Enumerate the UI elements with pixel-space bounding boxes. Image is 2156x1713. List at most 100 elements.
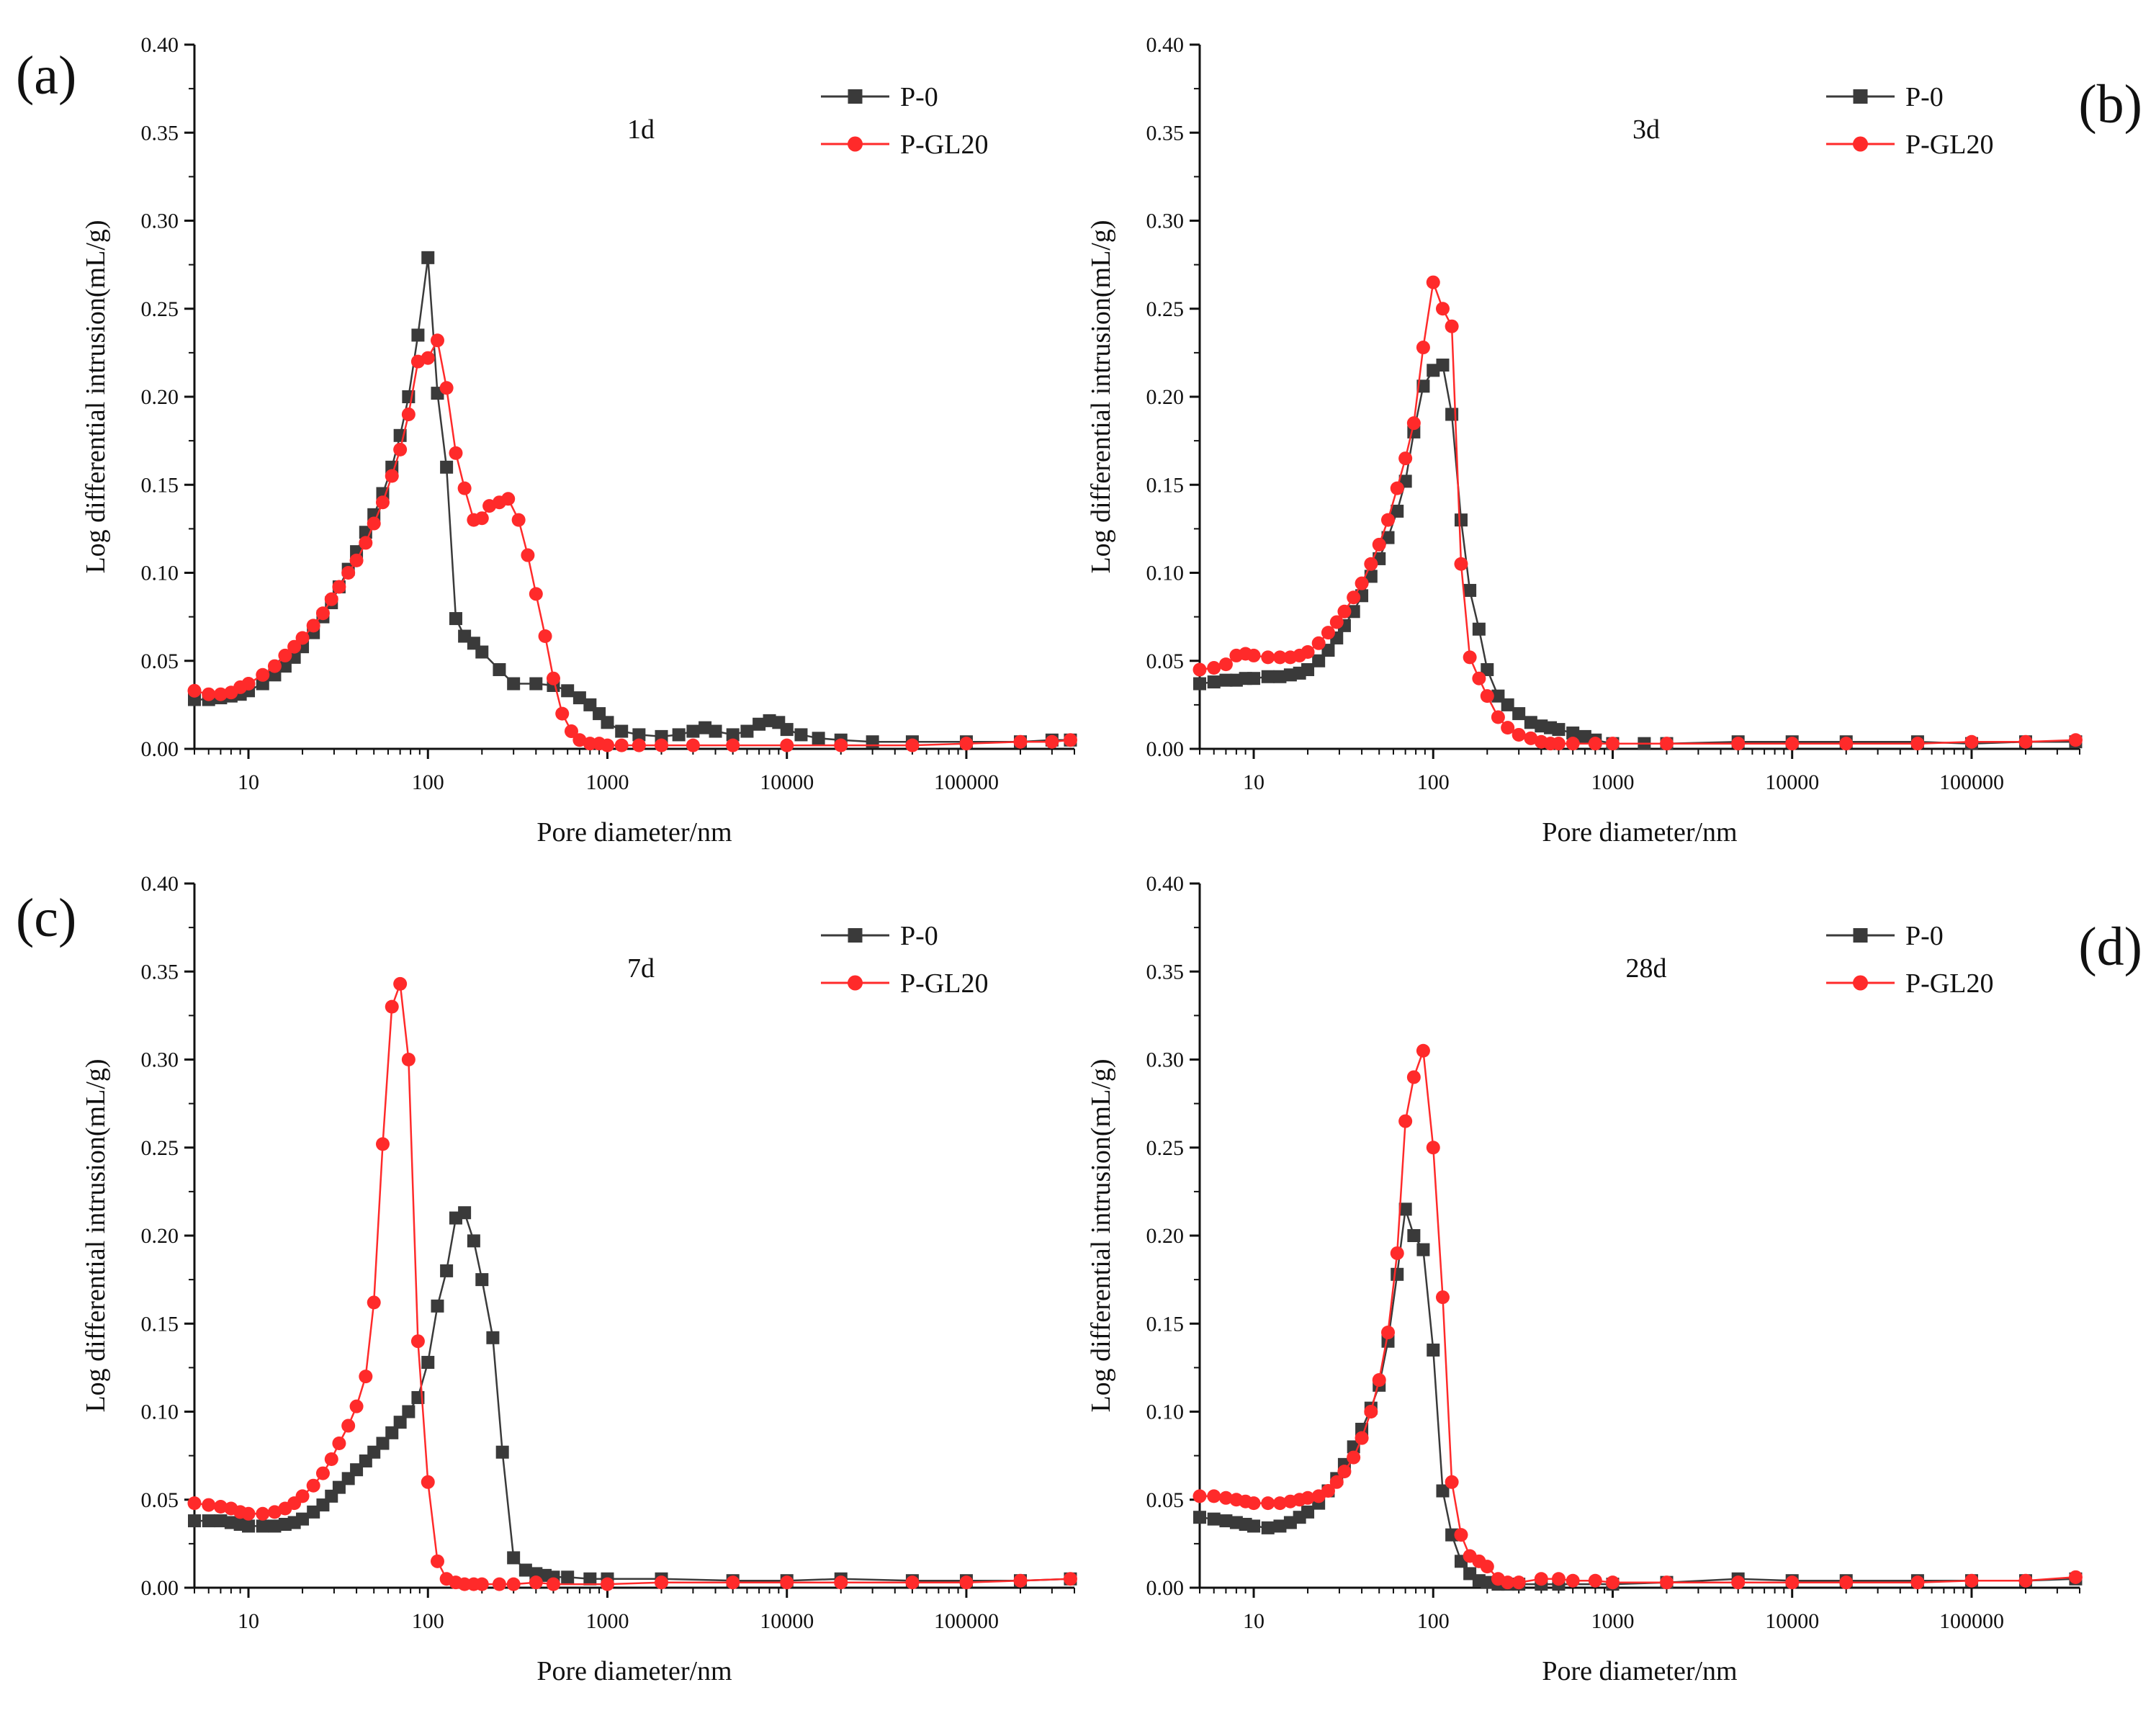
data-point	[1063, 733, 1077, 747]
y-tick-label: 0.20	[141, 385, 179, 409]
data-point	[518, 1563, 532, 1577]
data-point	[1207, 675, 1221, 689]
data-point	[1910, 1575, 1925, 1590]
data-point	[393, 976, 408, 991]
data-point	[1273, 670, 1287, 683]
x-tick-label: 100000	[934, 1609, 999, 1633]
data-point	[1910, 737, 1925, 751]
x-tick-label: 100000	[1939, 770, 2004, 794]
data-point	[1218, 1491, 1233, 1505]
y-tick-label: 0.40	[141, 872, 179, 896]
data-point	[332, 580, 346, 594]
data-point	[1731, 1575, 1746, 1590]
y-tick-label: 0.00	[1146, 1576, 1185, 1600]
data-point	[1481, 1575, 1494, 1589]
data-point	[430, 1554, 444, 1568]
y-tick-label: 0.20	[141, 1224, 179, 1248]
legend-entry-p0: P-0	[821, 921, 938, 951]
data-point	[600, 738, 614, 752]
data-point	[1321, 1484, 1335, 1498]
data-point	[367, 516, 381, 531]
data-point	[561, 684, 575, 698]
data-point	[780, 1575, 794, 1590]
y-tick-label: 0.00	[1146, 737, 1185, 761]
data-point	[187, 683, 202, 698]
data-point	[1247, 672, 1261, 685]
legend-entry-pgl20: P-GL20	[821, 968, 988, 999]
data-point	[1445, 1475, 1459, 1489]
data-point	[1261, 650, 1275, 665]
y-tick-label: 0.40	[141, 33, 179, 57]
data-point	[341, 1418, 356, 1433]
data-point	[709, 724, 722, 738]
data-point	[188, 1514, 201, 1528]
data-point	[1192, 1489, 1207, 1503]
y-tick-label: 0.10	[141, 1400, 179, 1424]
data-point	[1063, 1572, 1077, 1586]
series-line	[194, 1211, 1071, 1582]
y-tick-label: 0.40	[1146, 33, 1185, 57]
data-point	[561, 1570, 575, 1584]
data-point	[495, 1445, 509, 1459]
data-point	[1566, 737, 1580, 751]
data-point	[278, 648, 292, 662]
data-point	[726, 728, 740, 742]
y-tick-label: 0.35	[141, 121, 179, 145]
data-point	[410, 1334, 425, 1349]
data-point	[1372, 1372, 1386, 1387]
series-line	[1199, 1208, 2076, 1586]
data-point	[1193, 677, 1206, 691]
legend-label: P-GL20	[900, 968, 988, 999]
data-point	[1247, 1496, 1261, 1511]
data-point	[529, 1575, 543, 1590]
data-point	[1355, 1431, 1369, 1445]
data-point	[1524, 716, 1537, 729]
series-pgl20	[1192, 1043, 2083, 1590]
x-tick-label: 1000	[1591, 770, 1634, 794]
data-point	[1355, 576, 1369, 590]
data-point	[315, 606, 330, 621]
data-point	[393, 1416, 407, 1429]
data-point	[1445, 319, 1459, 333]
data-point	[1435, 1290, 1450, 1305]
data-point	[1481, 662, 1494, 676]
data-point	[268, 1519, 282, 1533]
data-point	[1426, 1141, 1440, 1155]
data-point	[507, 1551, 521, 1565]
data-point	[458, 1206, 472, 1220]
y-axis-label: Log differential intrusion(mL/g)	[1086, 1058, 1116, 1412]
y-tick-label: 0.05	[1146, 1488, 1185, 1512]
data-point	[1329, 615, 1344, 629]
data-point	[1337, 1465, 1352, 1479]
data-point	[834, 738, 848, 752]
data-point	[1407, 1229, 1421, 1242]
data-point	[1347, 1450, 1361, 1465]
data-point	[1406, 416, 1421, 431]
data-point	[2068, 733, 2083, 747]
data-point	[1964, 734, 1979, 749]
data-point	[241, 1506, 256, 1521]
data-point	[1551, 1572, 1566, 1586]
y-tick-label: 0.15	[141, 473, 179, 497]
series-p0	[188, 251, 1077, 749]
data-point	[1261, 1521, 1275, 1534]
chart-panel-c: 0.00 0.05 0.10 0.15 0.20 0.25 0.30 0.35 0.40 10 10…	[16, 872, 1077, 1686]
data-point	[1391, 1267, 1404, 1281]
data-point	[295, 1489, 310, 1503]
data-point	[1660, 1575, 1674, 1590]
y-tick-label: 0.15	[1146, 473, 1185, 497]
data-point	[475, 511, 489, 526]
y-tick-label: 0.00	[141, 1576, 179, 1600]
data-point	[1472, 622, 1486, 636]
data-point	[1524, 731, 1538, 745]
data-point	[467, 1234, 480, 1248]
data-point	[1329, 1475, 1344, 1489]
data-point	[296, 1512, 310, 1526]
data-point	[1364, 1405, 1378, 1418]
data-point	[1261, 670, 1275, 683]
data-point	[1512, 1575, 1526, 1590]
curing-age-label: 28d	[1626, 953, 1667, 984]
data-point	[440, 460, 454, 474]
y-tick-label: 0.30	[1146, 1048, 1185, 1072]
data-point	[241, 677, 256, 691]
